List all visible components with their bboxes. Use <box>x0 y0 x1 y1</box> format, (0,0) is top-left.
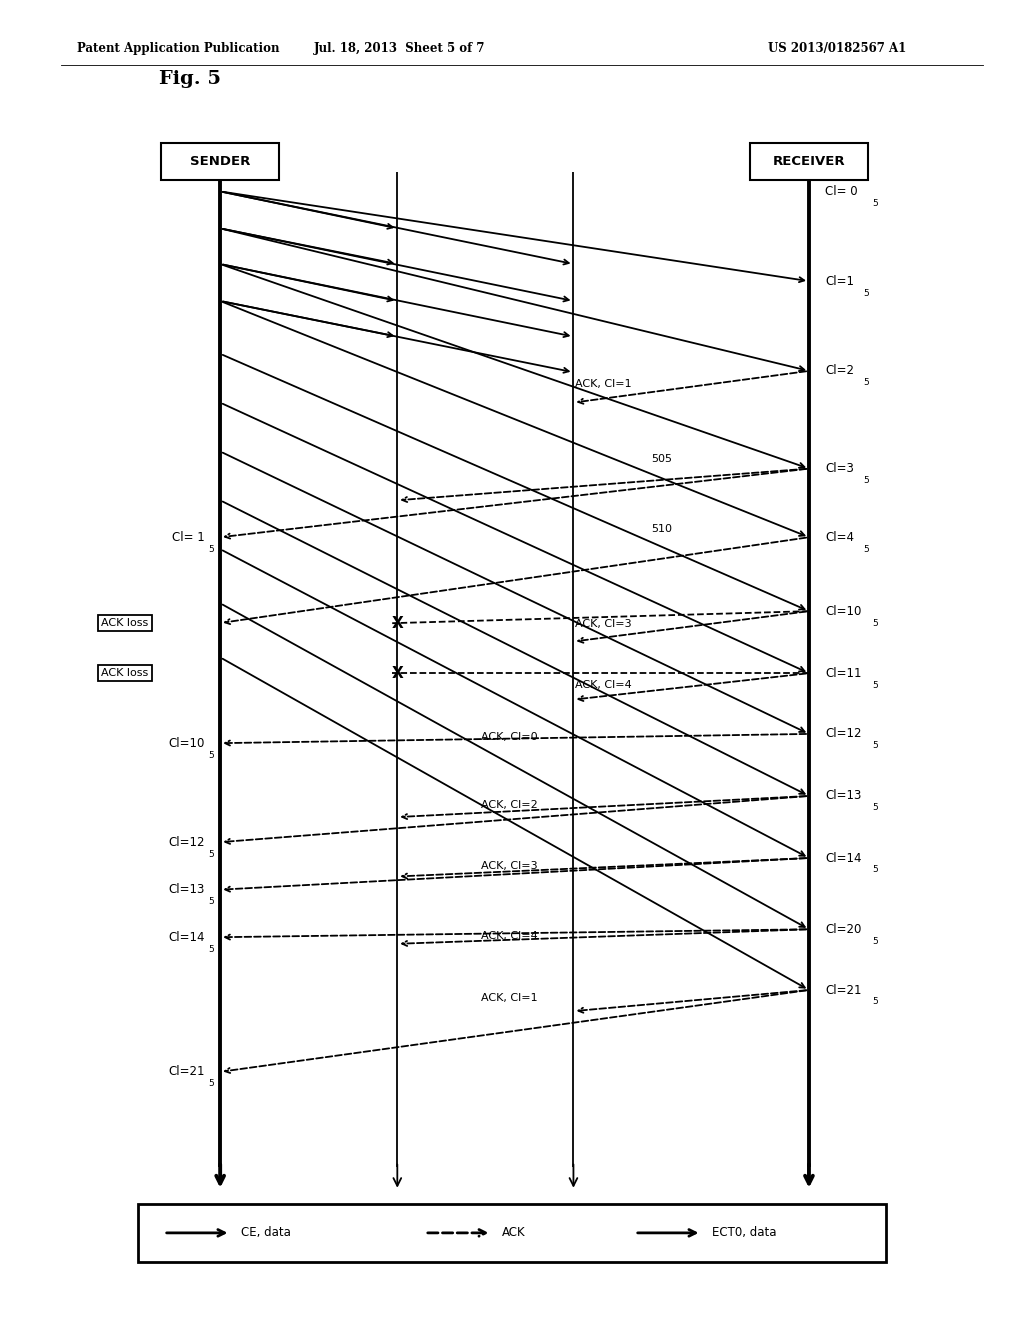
Text: Cl=21: Cl=21 <box>168 1065 205 1078</box>
Text: 5: 5 <box>208 1080 214 1088</box>
Text: ACK, Cl=3: ACK, Cl=3 <box>575 619 632 630</box>
Text: ACK, Cl=4: ACK, Cl=4 <box>575 680 632 690</box>
Text: 5: 5 <box>872 998 879 1006</box>
Text: Cl=2: Cl=2 <box>825 364 854 378</box>
Text: Cl=13: Cl=13 <box>168 883 205 896</box>
Text: ACK, Cl=2: ACK, Cl=2 <box>481 800 538 810</box>
Text: ACK, Cl=3: ACK, Cl=3 <box>481 861 538 871</box>
Text: 5: 5 <box>863 477 869 484</box>
Text: Fig. 5: Fig. 5 <box>159 70 221 88</box>
Text: ACK, Cl=1: ACK, Cl=1 <box>575 379 632 389</box>
Text: Cl=14: Cl=14 <box>168 931 205 944</box>
Text: Cl=13: Cl=13 <box>825 789 862 803</box>
Text: ACK, Cl=4: ACK, Cl=4 <box>481 931 538 941</box>
Text: Cl=12: Cl=12 <box>825 727 862 741</box>
Text: 505: 505 <box>651 454 673 465</box>
Text: 5: 5 <box>872 619 879 627</box>
Text: 5: 5 <box>872 199 879 207</box>
Bar <box>750 143 868 180</box>
Text: 5: 5 <box>863 289 869 297</box>
Text: X: X <box>391 665 403 681</box>
Text: ACK loss: ACK loss <box>101 668 148 678</box>
Text: 5: 5 <box>208 545 214 553</box>
Text: 5: 5 <box>863 379 869 387</box>
Text: Jul. 18, 2013  Sheet 5 of 7: Jul. 18, 2013 Sheet 5 of 7 <box>313 42 485 55</box>
Text: 5: 5 <box>872 866 879 874</box>
Text: 5: 5 <box>863 545 869 553</box>
Text: Cl=21: Cl=21 <box>825 983 862 997</box>
Text: Cl=3: Cl=3 <box>825 462 854 475</box>
Text: Cl=20: Cl=20 <box>825 923 862 936</box>
Text: X: X <box>391 615 403 631</box>
Text: ACK loss: ACK loss <box>101 618 148 628</box>
Text: Cl= 1: Cl= 1 <box>172 531 205 544</box>
Text: Cl=14: Cl=14 <box>825 851 862 865</box>
Text: 5: 5 <box>208 898 214 906</box>
Text: Cl=12: Cl=12 <box>168 836 205 849</box>
Text: SENDER: SENDER <box>190 154 250 168</box>
Text: ECT0, data: ECT0, data <box>712 1226 776 1239</box>
Text: Cl=4: Cl=4 <box>825 531 854 544</box>
Text: Cl=11: Cl=11 <box>825 667 862 680</box>
Text: 5: 5 <box>208 850 214 858</box>
Bar <box>138 1204 886 1262</box>
Text: 5: 5 <box>872 681 879 689</box>
Text: 5: 5 <box>872 937 879 945</box>
Text: ACK: ACK <box>502 1226 525 1239</box>
Text: 510: 510 <box>651 524 673 535</box>
Bar <box>162 143 279 180</box>
Text: RECEIVER: RECEIVER <box>773 154 845 168</box>
Text: US 2013/0182567 A1: US 2013/0182567 A1 <box>768 42 906 55</box>
Text: ACK, Cl=0: ACK, Cl=0 <box>481 731 538 742</box>
Text: 5: 5 <box>872 804 879 812</box>
Text: Cl=1: Cl=1 <box>825 275 854 288</box>
Text: 5: 5 <box>208 751 214 759</box>
Text: CE, data: CE, data <box>241 1226 291 1239</box>
Text: Patent Application Publication: Patent Application Publication <box>77 42 280 55</box>
Text: Cl= 0: Cl= 0 <box>825 185 858 198</box>
Text: Cl=10: Cl=10 <box>168 737 205 750</box>
Text: Cl=10: Cl=10 <box>825 605 862 618</box>
Text: 5: 5 <box>872 742 879 750</box>
Text: ACK, Cl=1: ACK, Cl=1 <box>481 993 538 1003</box>
Text: 5: 5 <box>208 945 214 953</box>
